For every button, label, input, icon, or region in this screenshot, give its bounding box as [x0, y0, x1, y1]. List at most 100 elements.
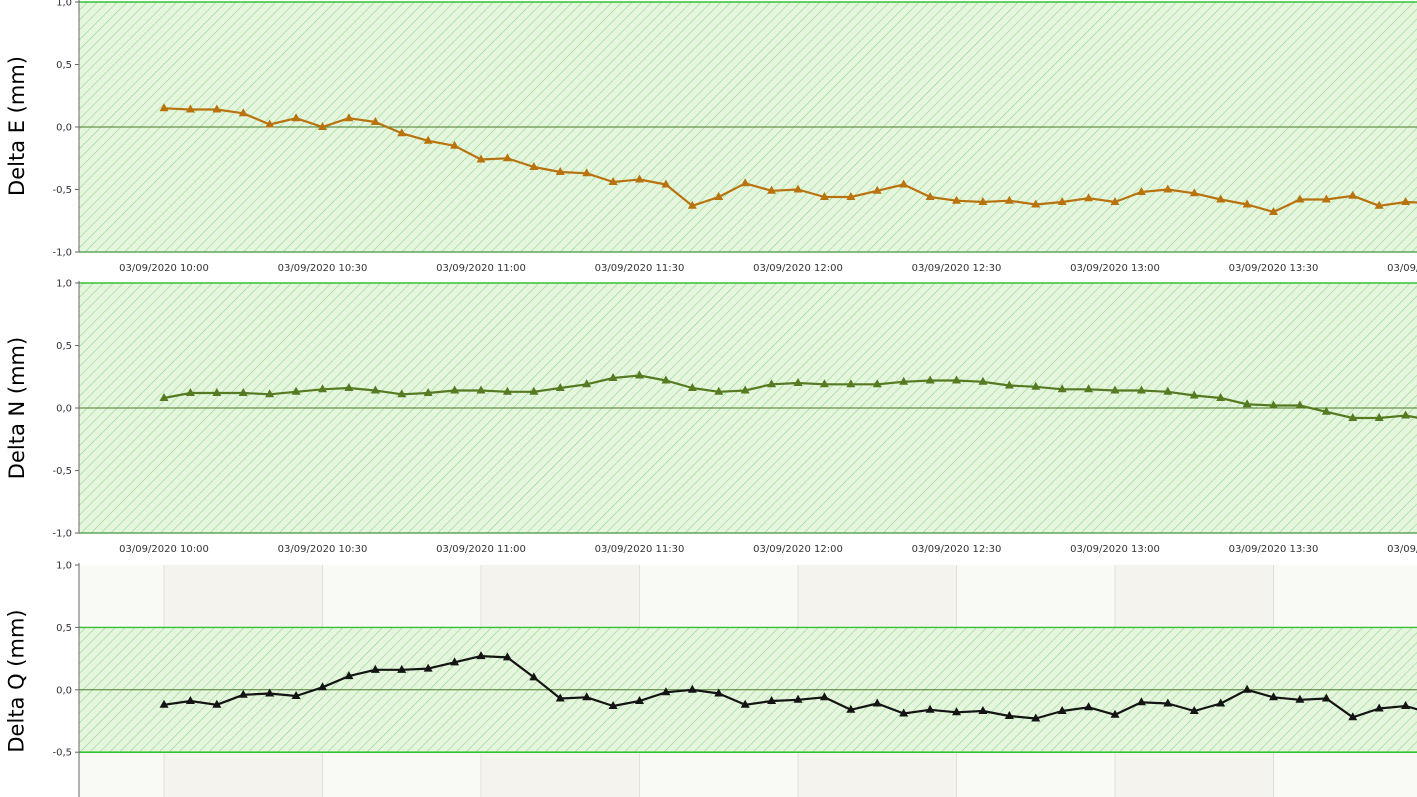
y-tick-label: 0,0: [56, 404, 72, 415]
data-point: [476, 651, 486, 660]
data-point: [608, 701, 618, 710]
data-point: [1321, 194, 1331, 203]
data-point: [687, 200, 697, 209]
data-point: [1084, 193, 1094, 202]
data-point: [1004, 380, 1014, 389]
x-tick-label: 03/09/2020 12:30: [912, 263, 1002, 274]
data-point: [450, 140, 460, 149]
data-point: [793, 378, 803, 386]
data-point: [397, 664, 407, 673]
data-point: [1189, 188, 1199, 197]
data-point: [476, 385, 486, 394]
data-point: [450, 657, 460, 666]
data-point: [1374, 200, 1384, 209]
data-point: [185, 388, 195, 396]
data-point: [1057, 384, 1067, 393]
data-point: [291, 386, 301, 395]
data-point: [159, 393, 169, 401]
x-tick-label: 03/09/2020 14:00: [1387, 263, 1417, 274]
data-point: [740, 385, 750, 394]
chart-panel-2: 1,0 0,5 0,0 -0,5 -1,0 03/09/2020 10:00 03/09/2…: [52, 279, 1417, 555]
data-point: [212, 388, 222, 396]
data-point: [1216, 393, 1226, 401]
data-point: [238, 108, 248, 117]
data-point: [159, 699, 169, 708]
data-point: [1084, 384, 1094, 393]
data-point: [1321, 406, 1331, 415]
data-point: [740, 178, 750, 187]
data-point: [952, 375, 961, 384]
data-point: [1242, 399, 1252, 408]
data-point: [952, 707, 961, 716]
y-tick-label: -0,5: [52, 748, 72, 759]
data-point: [978, 197, 988, 205]
data-point: [529, 162, 539, 170]
data-point: [1295, 694, 1305, 703]
x-tick-label: 03/09/2020 13:00: [1070, 544, 1160, 555]
data-point: [555, 167, 565, 175]
data-point: [714, 386, 724, 395]
data-point: [318, 122, 327, 130]
data-point: [793, 184, 803, 193]
data-point: [476, 154, 486, 163]
data-point: [925, 192, 935, 200]
data-point: [344, 113, 354, 122]
data-point: [1084, 702, 1094, 711]
data-point: [238, 388, 248, 396]
data-point: [1401, 410, 1411, 419]
x-tick-label: 03/09/2020 14:00: [1387, 544, 1417, 555]
data-point: [635, 370, 644, 379]
data-point: [582, 168, 592, 177]
y-tick-label: 0,5: [56, 341, 72, 352]
x-tick-label: 03/09/2020 13:30: [1229, 544, 1319, 555]
x-tick-label: 03/09/2020 10:00: [119, 544, 209, 555]
data-point: [1321, 693, 1331, 702]
x-tick-label: 03/09/2020 12:00: [753, 263, 843, 274]
data-point: [1401, 701, 1411, 710]
data-point: [1057, 706, 1067, 715]
data-point: [608, 177, 618, 185]
x-tick-label: 03/09/2020 11:00: [436, 544, 526, 555]
data-point: [1004, 711, 1014, 720]
data-point: [846, 379, 856, 388]
data-point: [1269, 692, 1278, 701]
x-tick-label: 03/09/2020 10:30: [278, 263, 368, 274]
data-point: [925, 375, 935, 384]
data-point: [1136, 697, 1146, 706]
data-point: [265, 119, 275, 128]
y-tick-label: -1,0: [52, 529, 72, 540]
data-point: [370, 385, 380, 394]
data-point: [925, 704, 935, 713]
data-point: [450, 385, 460, 394]
data-point: [1269, 207, 1278, 215]
data-point: [1374, 703, 1384, 712]
data-point: [529, 386, 539, 395]
data-series: [159, 103, 1417, 215]
data-point: [582, 379, 592, 388]
data-point: [529, 672, 539, 681]
data-point: [238, 689, 248, 698]
data-point: [185, 696, 195, 705]
data-point: [687, 684, 697, 693]
data-point: [714, 192, 724, 200]
data-point: [1269, 400, 1278, 409]
data-point: [767, 379, 777, 388]
x-tick-label: 03/09/2020 12:30: [912, 544, 1002, 555]
data-point: [265, 389, 275, 398]
data-point: [1348, 190, 1358, 199]
data-point: [1163, 386, 1173, 395]
data-point: [344, 383, 354, 391]
data-point: [978, 706, 988, 715]
data-point: [1216, 194, 1226, 203]
data-point: [819, 192, 829, 200]
data-point: [318, 682, 327, 691]
data-point: [635, 174, 644, 183]
data-point: [846, 192, 856, 200]
data-point: [1136, 385, 1146, 394]
data-point: [370, 664, 380, 673]
x-tick-label: 03/09/2020 10:00: [119, 263, 209, 274]
y-tick-label: 1,0: [56, 279, 72, 290]
data-point: [714, 688, 724, 697]
data-point: [344, 671, 354, 680]
y-tick-label: -1,0: [52, 248, 72, 259]
